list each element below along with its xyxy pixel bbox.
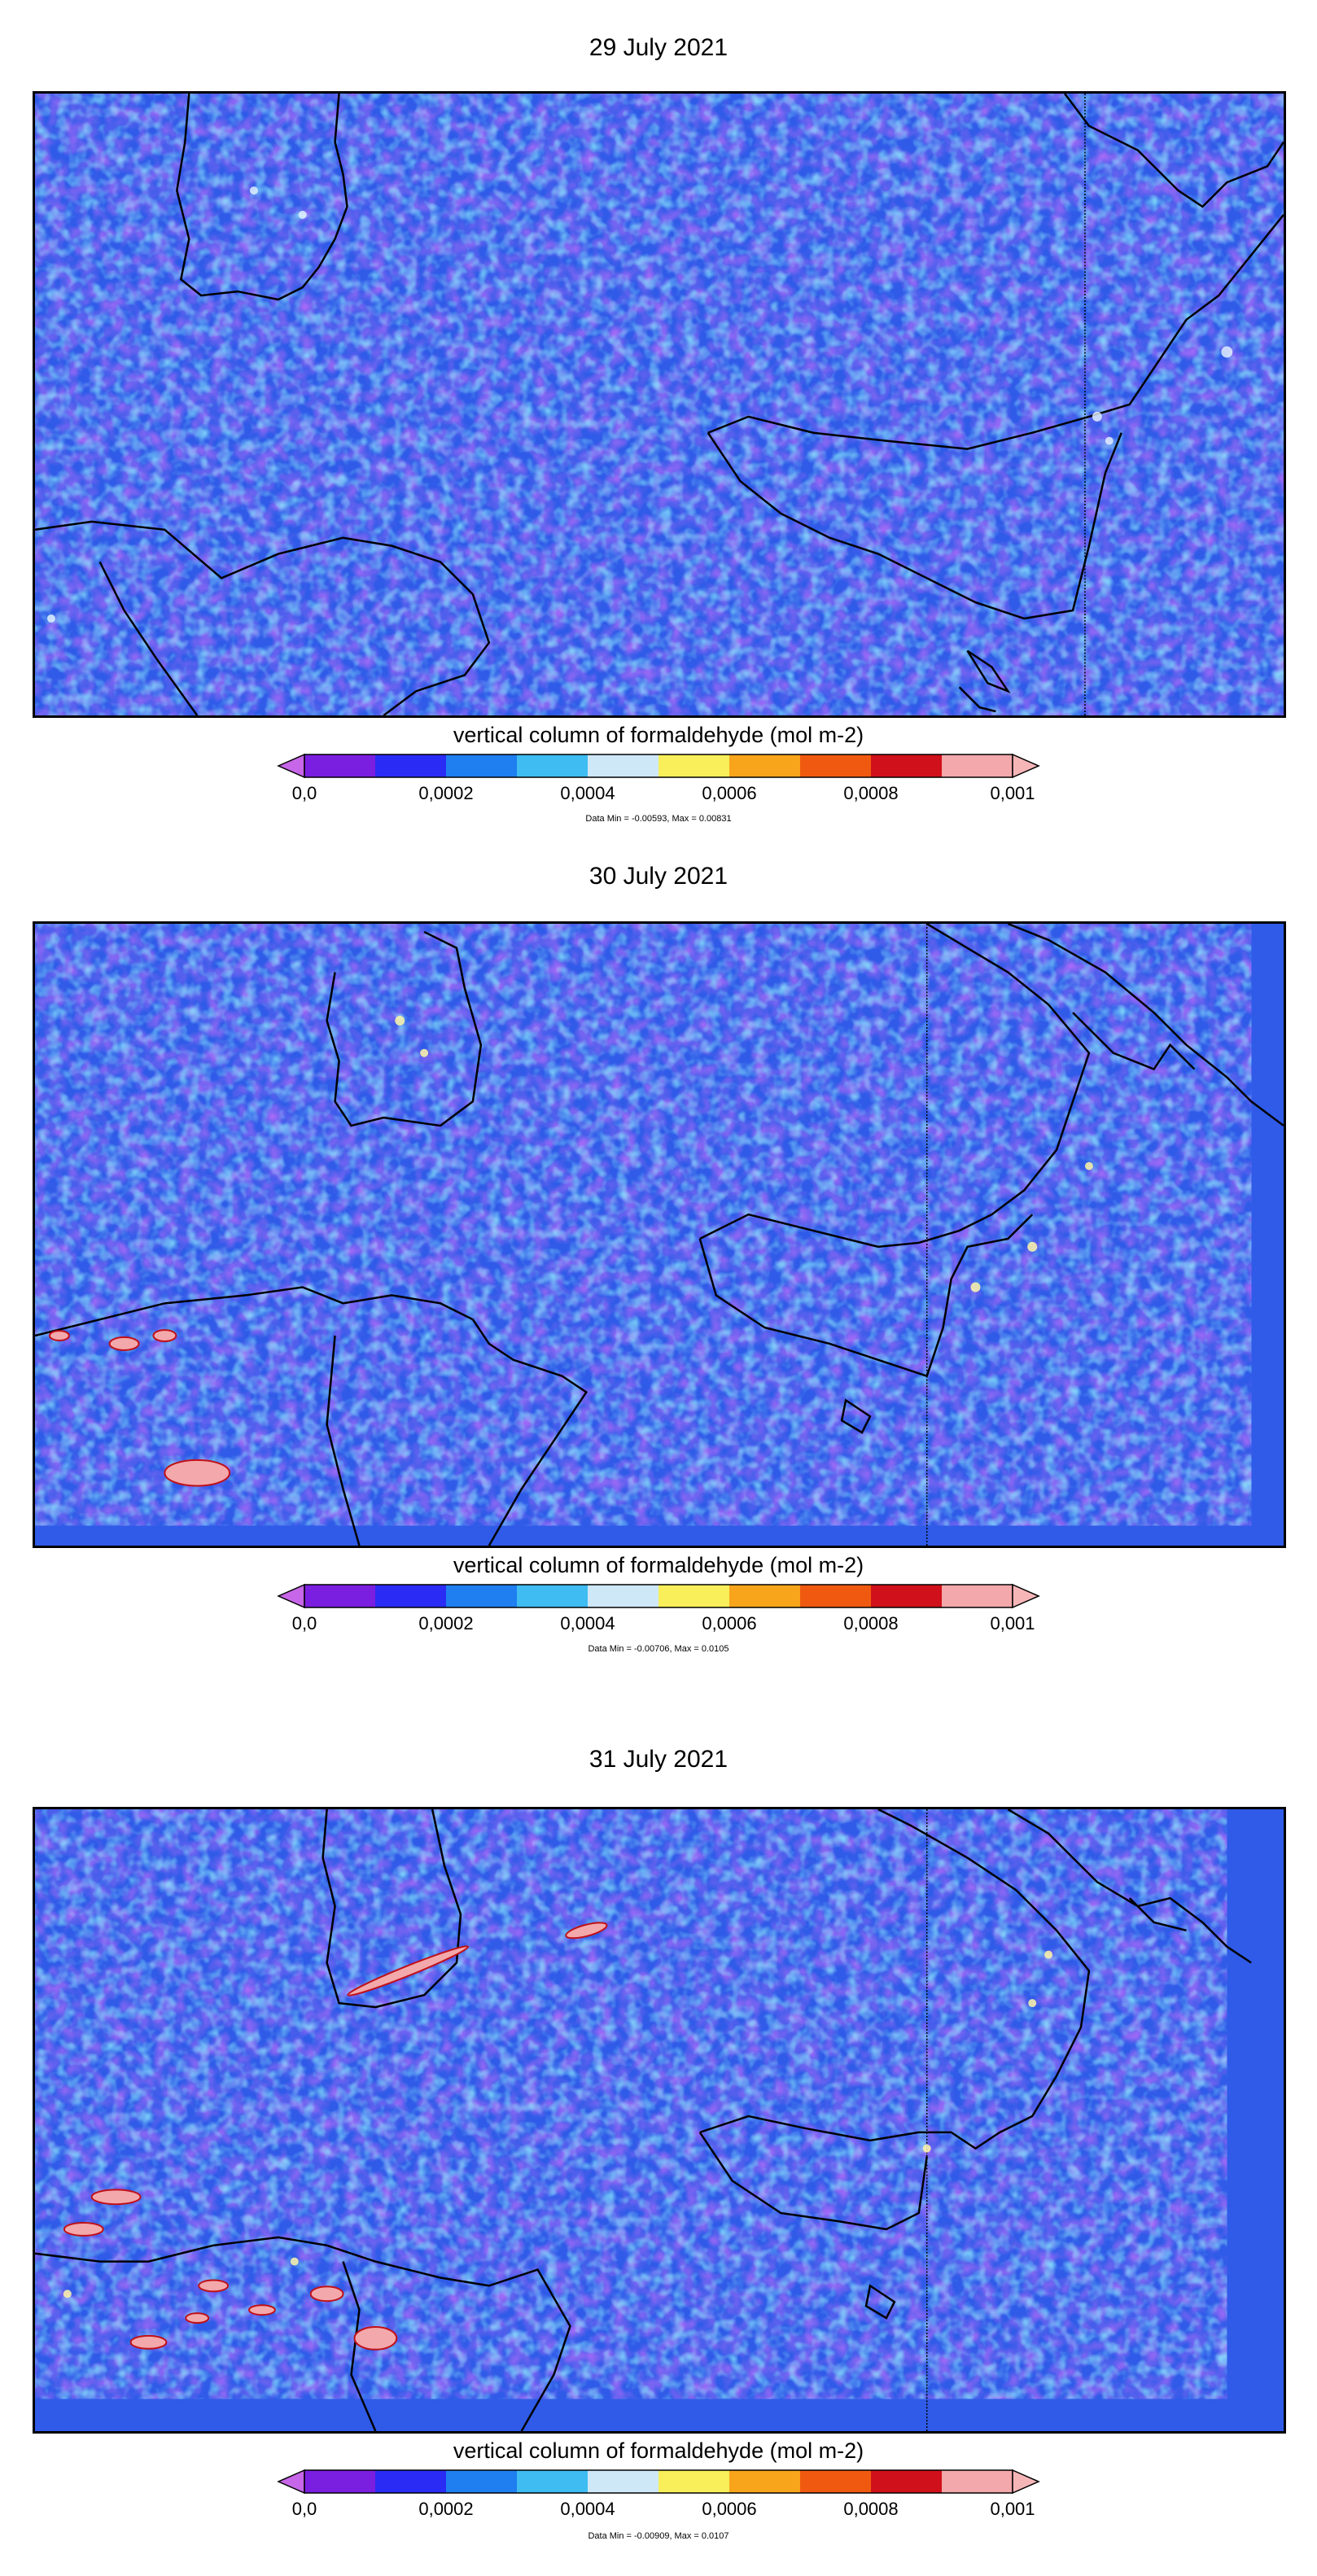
formaldehyde-map <box>33 921 1286 1548</box>
colorbar-tick-label: 0,0004 <box>560 1613 615 1634</box>
colorbar-title: vertical column of formaldehyde (mol m-2… <box>453 723 864 747</box>
colorbar-segment <box>800 1585 872 1607</box>
colorbar-segment <box>658 754 730 777</box>
colorbar-segment <box>942 2470 1013 2493</box>
colorbar-under-arrow <box>277 2469 305 2495</box>
colorbar-segment <box>800 754 872 777</box>
colorbar-tick-label: 0,001 <box>990 1613 1035 1634</box>
colorbar-graphic <box>277 1583 1040 1609</box>
colorbar <box>277 2469 1040 2495</box>
colorbar-graphic <box>277 753 1040 779</box>
colorbar-tick-label: 0,0 <box>291 2499 317 2519</box>
colorbar-over-arrow <box>1012 753 1040 779</box>
colorbar-segment <box>446 754 518 777</box>
colorbar-tick-label: 0,001 <box>990 2499 1035 2519</box>
colorbar-segment <box>517 754 588 777</box>
data-min-max: Data Min = -0.00706, Max = 0.0105 <box>588 1644 729 1654</box>
colorbar-segment <box>942 1585 1013 1607</box>
colorbar-tick-label: 0,0006 <box>702 783 757 803</box>
colorbar-under-arrow <box>277 753 305 779</box>
colorbar-segment <box>517 1585 588 1607</box>
colorbar-under-arrow <box>277 1583 305 1609</box>
colorbar-segment <box>729 1585 801 1607</box>
colorbar-segment <box>729 2470 801 2493</box>
colorbar <box>277 1583 1040 1609</box>
colorbar-ticks: 0,0 0,0002 0,0004 0,0006 0,0008 0,001 <box>0 1613 1317 1638</box>
colorbar-segment <box>588 754 659 777</box>
colorbar-segment <box>871 1585 943 1607</box>
colorbar-tick-label: 0,0 <box>291 1613 317 1634</box>
colorbar-tick-label: 0,0002 <box>418 2499 474 2519</box>
colorbar-tick-label: 0,0008 <box>843 783 899 803</box>
colorbar-segment <box>871 754 943 777</box>
colorbar-graphic <box>277 2469 1040 2495</box>
colorbar-ticks: 0,0 0,0002 0,0004 0,0006 0,0008 0,001 <box>0 783 1317 807</box>
colorbar-segment <box>375 754 447 777</box>
formaldehyde-map <box>33 1807 1286 2434</box>
colorbar-segment <box>375 1585 447 1607</box>
colorbar-over-arrow <box>1012 2469 1040 2495</box>
colorbar-tick-label: 0,0006 <box>702 1613 757 1634</box>
colorbar <box>277 753 1040 779</box>
colorbar-segment <box>304 2470 376 2493</box>
data-min-max: Data Min = -0.00593, Max = 0.00831 <box>585 814 732 824</box>
panel-title: 31 July 2021 <box>588 1746 729 1773</box>
colorbar-segment <box>658 1585 730 1607</box>
panel-title: 30 July 2021 <box>588 863 729 890</box>
colorbar-segment <box>304 754 376 777</box>
colorbar-segment <box>375 2470 447 2493</box>
colorbar-segment <box>800 2470 872 2493</box>
formaldehyde-map <box>33 91 1286 718</box>
colorbar-title: vertical column of formaldehyde (mol m-2… <box>453 1553 864 1577</box>
colorbar-tick-label: 0,0008 <box>843 2499 899 2519</box>
colorbar-segment <box>588 2470 659 2493</box>
colorbar-segment <box>446 2470 518 2493</box>
colorbar-tick-label: 0,0 <box>291 783 317 803</box>
data-min-max: Data Min = -0.00909, Max = 0.0107 <box>588 2531 729 2541</box>
map-canvas <box>35 94 1284 715</box>
colorbar-tick-label: 0,0004 <box>560 2499 615 2519</box>
colorbar-segment <box>729 754 801 777</box>
colorbar-tick-label: 0,0004 <box>560 783 615 803</box>
colorbar-segment <box>446 1585 518 1607</box>
colorbar-ticks: 0,0 0,0002 0,0004 0,0006 0,0008 0,001 <box>0 2499 1317 2523</box>
colorbar-segment <box>304 1585 376 1607</box>
colorbar-segment <box>588 1585 659 1607</box>
colorbar-title: vertical column of formaldehyde (mol m-2… <box>453 2438 864 2463</box>
colorbar-tick-label: 0,001 <box>990 783 1035 803</box>
map-canvas <box>35 1809 1284 2431</box>
colorbar-tick-label: 0,0002 <box>418 783 474 803</box>
colorbar-tick-label: 0,0008 <box>843 1613 899 1634</box>
colorbar-segment <box>517 2470 588 2493</box>
panel-title: 29 July 2021 <box>588 34 729 61</box>
colorbar-over-arrow <box>1012 1583 1040 1609</box>
colorbar-segment <box>658 2470 730 2493</box>
colorbar-segment <box>942 754 1013 777</box>
map-canvas <box>35 924 1284 1546</box>
colorbar-tick-label: 0,0002 <box>418 1613 474 1634</box>
colorbar-tick-label: 0,0006 <box>702 2499 757 2519</box>
colorbar-segment <box>871 2470 943 2493</box>
